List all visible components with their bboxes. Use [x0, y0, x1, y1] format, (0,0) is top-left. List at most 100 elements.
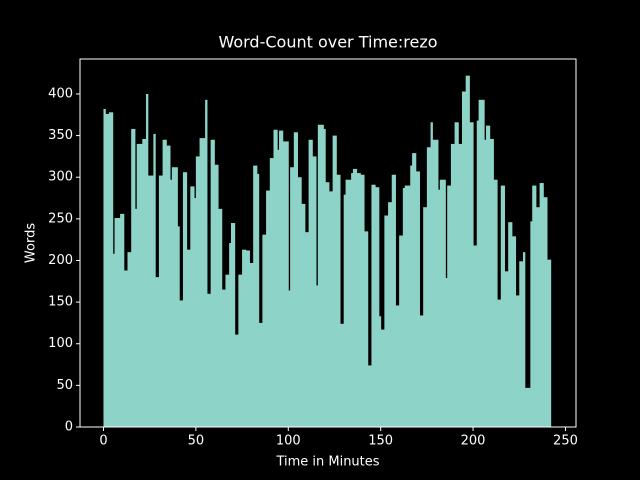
bar: [199, 138, 206, 427]
bar: [195, 156, 201, 428]
bar: [301, 203, 306, 427]
bar: [194, 198, 197, 427]
bar: [469, 122, 474, 428]
bar: [242, 249, 247, 427]
x-tick-label: 150: [368, 434, 393, 449]
bar: [273, 129, 278, 427]
bar: [230, 223, 236, 427]
x-tick-label: 250: [553, 434, 578, 449]
bar: [430, 122, 433, 428]
bar: [351, 173, 354, 427]
bar: [297, 177, 302, 427]
bar: [131, 128, 136, 427]
bar: [162, 139, 167, 427]
bar: [234, 334, 239, 427]
bar: [519, 261, 524, 427]
bar: [340, 323, 345, 427]
bar: [114, 218, 121, 427]
bar: [445, 277, 448, 427]
bar: [465, 75, 470, 427]
bar: [186, 249, 191, 427]
bar: [312, 156, 317, 428]
bar: [500, 185, 505, 427]
bar: [253, 165, 258, 427]
bar: [293, 132, 299, 427]
bar: [325, 182, 330, 427]
bar: [120, 213, 125, 427]
bar: [103, 108, 106, 428]
bar: [279, 130, 284, 427]
bar: [238, 274, 243, 427]
bar: [384, 215, 389, 427]
bar: [147, 175, 154, 427]
bar: [539, 183, 544, 427]
bar: [225, 274, 230, 427]
bar: [391, 174, 396, 427]
bar: [245, 250, 250, 427]
bar: [450, 143, 456, 427]
bar: [155, 277, 160, 427]
bar: [522, 252, 526, 427]
bar: [356, 173, 361, 427]
bar: [493, 179, 498, 427]
x-axis-label: Time in Minutes: [275, 455, 379, 470]
bar: [308, 139, 313, 427]
bar: [412, 153, 417, 427]
bar: [367, 365, 372, 427]
bar: [166, 145, 171, 427]
bar: [256, 173, 260, 427]
bar: [262, 234, 267, 427]
bar: [258, 322, 263, 427]
bar: [277, 149, 280, 427]
bar: [489, 138, 494, 427]
bar: [123, 270, 128, 427]
bar: [473, 245, 478, 427]
bar: [158, 175, 164, 427]
bar: [112, 253, 116, 427]
bar: [352, 168, 358, 427]
y-tick-label: 50: [56, 378, 73, 393]
bar: [437, 189, 441, 427]
plot-frame: [79, 58, 577, 428]
y-tick-label: 200: [48, 253, 73, 268]
bar: [328, 191, 334, 427]
bar: [476, 120, 480, 427]
bar: [282, 141, 289, 427]
x-tick-label: 0: [99, 434, 107, 449]
bar: [177, 226, 180, 427]
bar: [179, 300, 184, 427]
bar: [109, 112, 114, 427]
bar: [153, 133, 156, 427]
bar: [515, 295, 520, 427]
bar: [249, 262, 254, 427]
bar: [205, 99, 208, 427]
bar: [206, 293, 212, 427]
bar: [182, 172, 188, 427]
bar: [190, 186, 195, 427]
bar: [142, 138, 147, 427]
bar: [388, 202, 393, 427]
bar: [439, 179, 446, 427]
y-tick-label: 150: [48, 295, 73, 310]
y-tick-label: 250: [48, 211, 73, 226]
bar: [378, 316, 382, 427]
bar: [169, 179, 173, 427]
x-tick-label: 100: [276, 434, 301, 449]
bar: [524, 387, 531, 427]
x-tick-label: 200: [461, 434, 486, 449]
bar: [395, 305, 400, 427]
bar: [343, 194, 347, 427]
bar: [530, 221, 533, 427]
bar: [323, 128, 326, 427]
bar: [171, 167, 178, 427]
bar: [508, 222, 513, 427]
bar: [210, 139, 215, 427]
bar: [410, 165, 413, 427]
y-axis-label: Words: [24, 223, 39, 263]
bar: [315, 285, 319, 427]
bar: [404, 185, 411, 427]
bar: [134, 208, 138, 427]
y-tick-label: 400: [48, 86, 73, 101]
chart-title: Word-Count over Time:rezo: [218, 33, 437, 52]
bar: [543, 197, 548, 427]
